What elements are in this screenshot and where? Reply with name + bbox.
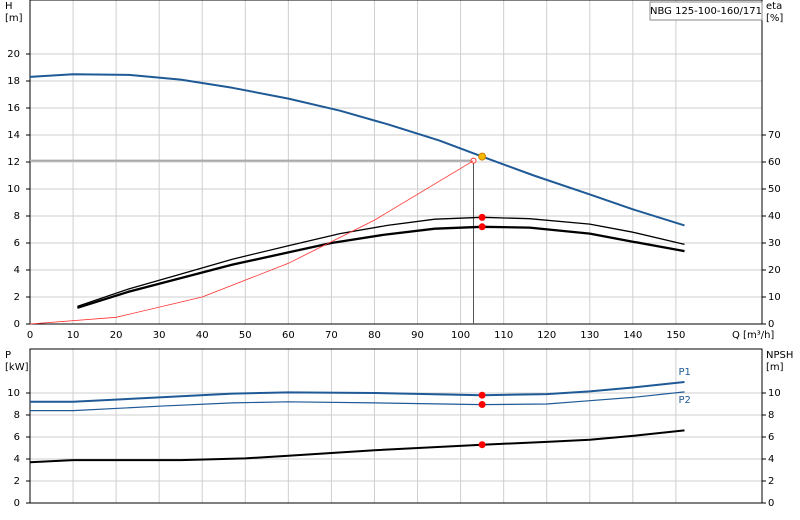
y-axis-label: [m]	[5, 13, 23, 24]
y-tick-label: 10	[7, 184, 20, 195]
y2-axis-label: [%]	[766, 13, 783, 24]
marker	[478, 441, 486, 449]
y2-tick-label: 8	[768, 410, 774, 421]
x-tick-label: 110	[494, 330, 513, 341]
y2-tick-label: 0	[768, 319, 774, 330]
y-tick-label: 0	[14, 319, 20, 330]
y-tick-label: 8	[14, 211, 20, 222]
curve	[29, 73, 685, 227]
y-tick-label: 6	[14, 238, 20, 249]
curve	[77, 216, 685, 308]
marker	[478, 223, 486, 231]
curve	[29, 160, 474, 325]
series-label: P2	[678, 395, 690, 406]
y2-tick-label: 40	[768, 211, 781, 222]
y2-tick-label: 0	[768, 498, 774, 509]
y2-tick-label: 10	[768, 388, 781, 399]
chart-title: NBG 125-100-160/171	[650, 6, 762, 17]
y-tick-label: 16	[7, 103, 20, 114]
y2-axis-label: [m]	[766, 362, 784, 373]
y2-tick-label: 4	[768, 454, 774, 465]
x-tick-label: 50	[239, 330, 252, 341]
y-tick-label: 12	[7, 157, 20, 168]
title-box	[649, 1, 763, 21]
y2-tick-label: 2	[768, 476, 774, 487]
x-axis-label: Q [m³/h]	[732, 330, 774, 341]
x-tick-label: 60	[282, 330, 295, 341]
x-tick-label: 140	[623, 330, 642, 341]
y-tick-label: 10	[7, 388, 20, 399]
x-tick-label: 0	[27, 330, 33, 341]
y2-tick-label: 20	[768, 265, 781, 276]
x-tick-label: 150	[666, 330, 685, 341]
y-tick-label: 2	[14, 292, 20, 303]
y-tick-label: 4	[14, 265, 20, 276]
marker	[478, 152, 487, 161]
y-tick-label: 0	[14, 498, 20, 509]
x-tick-label: 30	[153, 330, 166, 341]
marker	[478, 213, 486, 221]
curve	[30, 391, 685, 412]
curve	[30, 381, 685, 403]
y2-tick-label: 6	[768, 432, 774, 443]
x-tick-label: 100	[451, 330, 470, 341]
y2-axis-label: NPSH	[766, 350, 793, 361]
y2-tick-label: 10	[768, 292, 781, 303]
x-tick-label: 90	[411, 330, 424, 341]
y2-tick-label: 70	[768, 130, 781, 141]
y-tick-label: 18	[7, 76, 20, 87]
y2-tick-label: 60	[768, 157, 781, 168]
y-tick-label: 20	[7, 49, 20, 60]
y-axis-label: H	[5, 1, 13, 12]
y-tick-label: 4	[14, 454, 20, 465]
y-tick-label: 6	[14, 432, 20, 443]
plot-frame	[29, 348, 763, 504]
y-tick-label: 8	[14, 410, 20, 421]
x-tick-label: 70	[325, 330, 338, 341]
y-tick-label: 2	[14, 476, 20, 487]
y2-axis-label: eta	[766, 1, 782, 12]
series-label: P1	[678, 367, 690, 378]
y2-tick-label: 30	[768, 238, 781, 249]
x-tick-label: 20	[110, 330, 123, 341]
x-tick-label: 80	[368, 330, 381, 341]
y2-tick-label: 50	[768, 184, 781, 195]
x-tick-label: 120	[537, 330, 556, 341]
y-tick-label: 14	[7, 130, 20, 141]
curve	[77, 225, 685, 309]
duty-point	[470, 157, 477, 164]
y-axis-label: P	[5, 350, 11, 361]
marker	[478, 401, 486, 409]
marker	[478, 391, 486, 399]
x-tick-label: 130	[580, 330, 599, 341]
y-axis-label: [kW]	[5, 362, 29, 373]
curve	[29, 429, 685, 464]
x-tick-label: 10	[67, 330, 80, 341]
x-tick-label: 40	[196, 330, 209, 341]
